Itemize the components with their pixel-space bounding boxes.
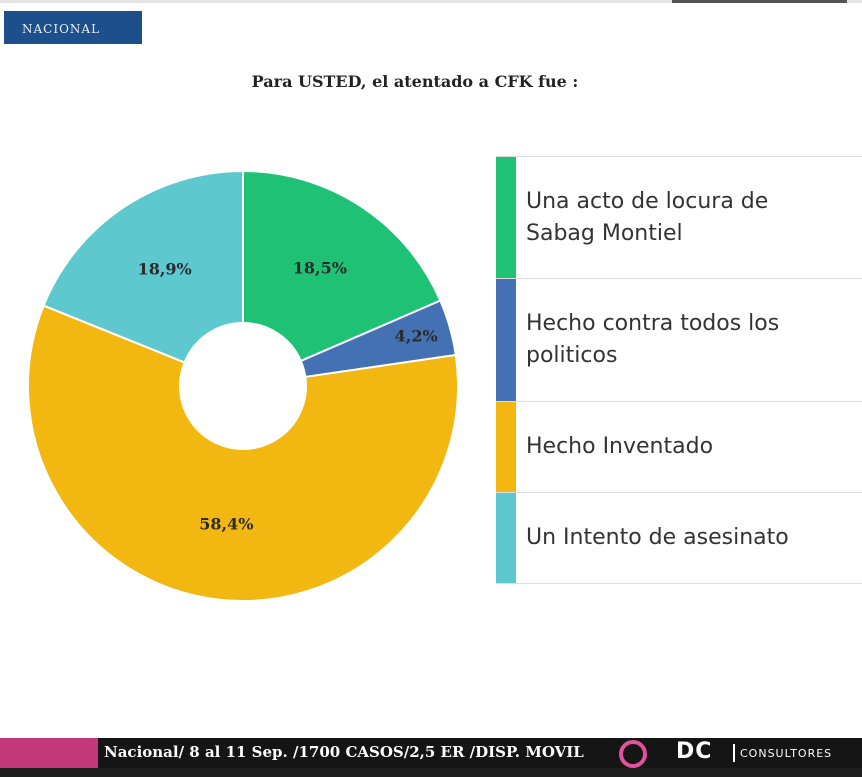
donut-slice (42, 169, 244, 364)
top-border-accent (672, 0, 847, 3)
brand-name: CONSULTORES (740, 747, 833, 760)
legend-item: Una acto de locura de Sabag Montiel (496, 157, 862, 279)
section-tag: NACIONAL (4, 11, 142, 44)
legend-label: Un Intento de asesinato (526, 525, 789, 550)
legend-swatch (496, 402, 516, 492)
legend-swatch (496, 157, 516, 278)
slice-value-label: 4,2% (395, 326, 438, 345)
slice-value-label: 18,5% (293, 258, 347, 277)
brand-ring-icon (619, 740, 647, 768)
legend-label: Hecho contra todos los politicos (526, 311, 780, 368)
legend-label: Una acto de locura de Sabag Montiel (526, 188, 769, 246)
slice-value-label: 58,4% (199, 515, 253, 534)
chart-title: Para USTED, el atentado a CFK fue : (251, 72, 579, 91)
donut-chart: 18,5% 4,2% 58,4% 18,9% (27, 169, 459, 602)
footer-info: Nacional/ 8 al 11 Sep. /1700 CASOS/2,5 E… (104, 743, 584, 761)
donut-slice (27, 304, 459, 602)
brand-divider (733, 744, 735, 762)
footer-bar: Nacional/ 8 al 11 Sep. /1700 CASOS/2,5 E… (0, 738, 862, 768)
top-border (0, 0, 862, 3)
bottom-strip (0, 768, 862, 777)
legend-item: Hecho contra todos los politicos (496, 279, 862, 402)
chart-legend: Una acto de locura de Sabag Montiel Hecho… (496, 156, 862, 584)
footer-accent-block (0, 738, 98, 768)
brand-initials: DC (676, 739, 713, 764)
legend-label: Hecho Inventado (526, 434, 714, 459)
legend-item: Hecho Inventado (496, 402, 862, 493)
legend-swatch (496, 279, 516, 401)
donut-slice (242, 169, 442, 363)
slice-value-label: 18,9% (138, 259, 192, 278)
legend-item: Un Intento de asesinato (496, 493, 862, 584)
legend-swatch (496, 493, 516, 583)
